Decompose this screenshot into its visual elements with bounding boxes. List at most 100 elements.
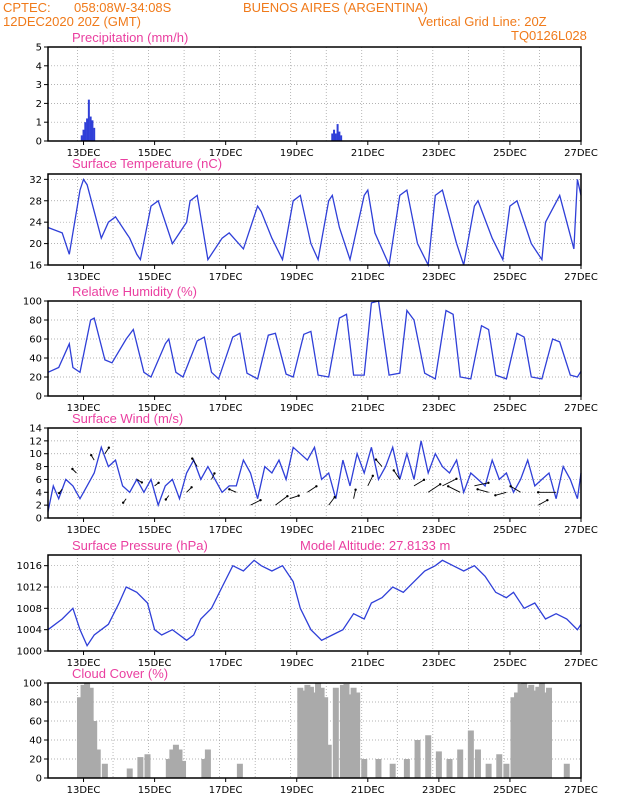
x-tick-label: 25DEC (493, 403, 527, 414)
cloud-bar (563, 763, 570, 778)
header-location: BUENOS AIRES (ARGENTINA) (243, 0, 428, 15)
cloud-bar (389, 763, 396, 778)
x-tick-label: 21DEC (351, 272, 385, 283)
cloud-bar (467, 730, 474, 778)
wind-vector (328, 496, 336, 506)
panel-title: Precipitation (mm/h) (72, 30, 188, 45)
cloud-bar (236, 763, 243, 778)
x-tick-label: 27DEC (564, 658, 598, 669)
y-tick-label: 20 (29, 239, 42, 250)
x-tick-label: 25DEC (493, 658, 527, 669)
wind-vector (275, 495, 288, 506)
wind-vector (442, 478, 457, 487)
wind-vector-head (58, 491, 61, 495)
cloud-bar (521, 683, 528, 778)
precip-bar (331, 133, 334, 141)
precip-bar (82, 129, 85, 141)
wind-vector-head (71, 467, 74, 471)
wind-vector-head (333, 495, 336, 499)
wind-vector (427, 483, 441, 493)
cloud-bar (172, 744, 179, 778)
precip-bar (86, 118, 89, 141)
cloud-bar (514, 692, 521, 778)
cloud-bar (332, 687, 339, 778)
wind-vector-head (536, 491, 540, 494)
wind-vector-head (446, 485, 450, 488)
panel-pressure: 1000 1004 1008 1012 1016 13DEC 15DEC 17DEC 19DEC… (17, 538, 598, 669)
precip-bar (93, 127, 96, 141)
panel-precip: 0 1 2 3 4 5 13DEC 15DEC 17DEC 19DEC 21DEC 23DEC 25DE… (36, 30, 598, 159)
header-coords: 058:08W-34:08S (74, 0, 172, 15)
cloud-bar (350, 687, 357, 778)
wind-vector-head (121, 501, 125, 504)
x-tick-label: 21DEC (351, 148, 385, 159)
cloud-bar (304, 684, 311, 778)
precip-bar (84, 122, 87, 141)
cloud-bar (347, 694, 354, 778)
x-tick-label: 27DEC (564, 272, 598, 283)
precip-bar (336, 124, 339, 141)
cloud-bar (354, 692, 361, 778)
precip-bar (80, 135, 83, 141)
wind-vector (191, 458, 198, 467)
x-tick-label: 13DEC (67, 785, 101, 796)
wind-vector (510, 485, 521, 493)
cloud-bar (300, 690, 307, 778)
plot-frame (47, 682, 582, 779)
x-tick-label: 19DEC (280, 658, 314, 669)
panel-rh: 0 20 40 60 80 100 13DEC 15DEC 17DEC 19DEC 21DEC 23D… (23, 284, 598, 414)
y-tick-label: 1008 (17, 604, 42, 615)
wind-vector-head (374, 458, 378, 461)
cloud-bar (485, 763, 492, 778)
wind-vector-head (315, 485, 318, 488)
precip-bar (334, 133, 337, 141)
cloud-bar (339, 684, 346, 778)
cloud-bar (84, 683, 91, 778)
panel-title: Surface Temperature (nC) (72, 156, 222, 171)
wind-vector-head (259, 498, 262, 502)
y-tick-label: 4 (36, 61, 42, 72)
cloud-bar (307, 686, 314, 778)
x-tick-label: 15DEC (138, 148, 172, 159)
cloud-bar (446, 759, 453, 778)
rh-line (47, 300, 582, 381)
cloud-bar (101, 763, 108, 778)
x-tick-label: 13DEC (67, 403, 101, 414)
pressure-line (47, 559, 582, 648)
plot-frame (47, 300, 582, 397)
y-tick-label: 32 (29, 175, 42, 186)
y-tick-label: 10 (29, 449, 42, 460)
y-tick-label: 0 (36, 514, 42, 525)
precip-bar (340, 135, 343, 141)
panel-temp: 16 20 24 28 32 13DEC 15DEC 17DEC 19DEC 21DEC 23DEC… (29, 156, 598, 283)
plot-frame (47, 554, 582, 652)
cloud-bar (180, 760, 187, 778)
wind-vector-head (422, 478, 426, 482)
y-tick-label: 12 (29, 436, 42, 447)
y-tick-label: 14 (29, 424, 42, 435)
cloud-bar (517, 683, 524, 778)
wind-vector (538, 499, 548, 506)
cloud-bar (169, 749, 176, 778)
x-tick-label: 21DEC (351, 658, 385, 669)
cloud-bar (531, 690, 538, 778)
y-tick-label: 80 (29, 316, 42, 327)
cloud-bar (318, 687, 325, 778)
wind-vector-head (439, 483, 442, 486)
header-code: TQ0126L028 (511, 28, 587, 43)
cloud-bar (315, 683, 322, 778)
y-tick-label: 0 (36, 137, 42, 148)
y-tick-label: 60 (29, 717, 42, 728)
wind-vector (289, 495, 299, 500)
cloud-bar (361, 759, 368, 778)
cloud-bar (204, 749, 211, 778)
panel-title: Relative Humidity (%) (72, 284, 197, 299)
y-tick-label: 6 (36, 475, 42, 486)
wind-vector-head (191, 457, 194, 460)
y-tick-label: 80 (29, 698, 42, 709)
plot-frame (47, 427, 582, 519)
x-tick-label: 17DEC (209, 658, 243, 669)
wind-vector-head (286, 494, 289, 498)
cloud-bar (435, 751, 442, 778)
wind-vector-head (213, 472, 216, 475)
